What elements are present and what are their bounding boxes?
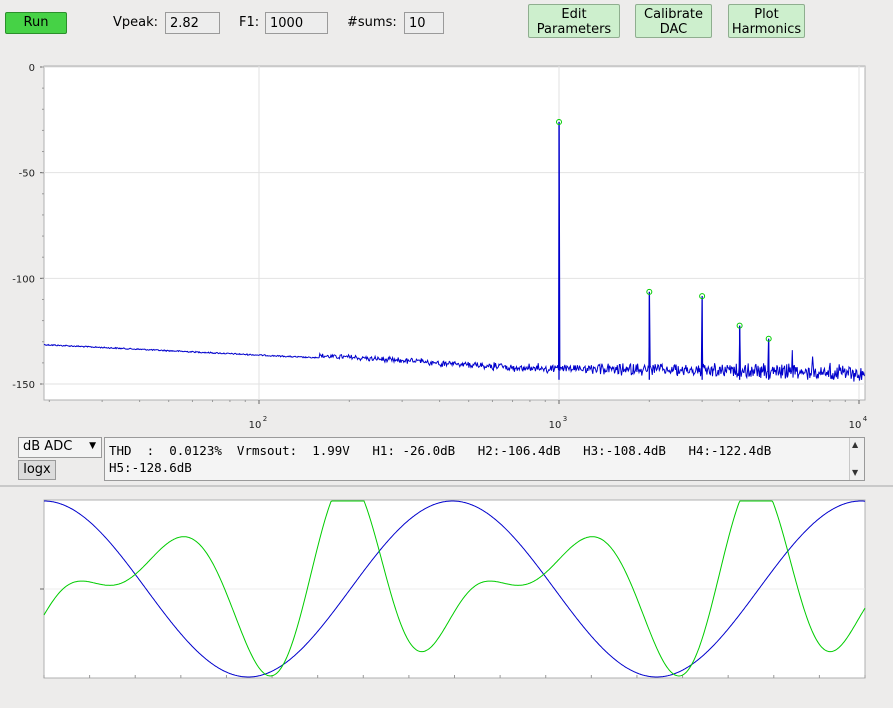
panel-splitter[interactable] [0,485,893,487]
f1-label: F1: [239,15,260,30]
harmonic-marker [736,322,743,329]
x-tick-exponent: 4 [863,415,868,423]
edit-parameters-label-2: Parameters [536,22,612,37]
calibrate-dac-label-2: DAC [659,22,688,37]
sums-input[interactable] [404,12,444,34]
spectrum-trace [43,121,865,382]
scroll-down-icon: ▼ [852,468,859,477]
plot-harmonics-label-1: Plot [754,7,779,22]
plot-harmonics-button[interactable]: Plot Harmonics [728,4,805,38]
results-line-2: H5:-128.6dB [109,460,192,475]
mode-dropdown[interactable]: dB ADC ▼ [18,437,102,458]
calibrate-dac-button[interactable]: Calibrate DAC [635,4,712,38]
waveform-trace-blue [44,500,866,678]
mode-dropdown-value: dB ADC [23,439,73,454]
scroll-up-icon: ▲ [852,440,859,449]
x-tick-exponent: 3 [563,415,567,423]
spectrum-plot-area [43,65,866,401]
x-tick-label: 10 [849,420,862,431]
f1-input[interactable] [265,12,328,34]
waveform-plot-area [43,499,866,679]
y-tick-label: 0 [29,63,35,74]
x-tick-label: 10 [549,420,562,431]
vpeak-input[interactable] [165,12,220,34]
results-scrollbar[interactable]: ▲ ▼ [849,438,864,480]
y-tick-label: -100 [12,274,35,285]
vpeak-label: Vpeak: [113,15,159,30]
harmonic-marker [646,288,653,295]
sums-label: #sums: [347,15,397,30]
results-line-1: THD : 0.0123% Vrmsout: 1.99V H1: -26.0dB… [109,443,772,458]
harmonic-marker [699,293,706,300]
run-button[interactable]: Run [5,12,67,34]
harmonic-marker [765,335,772,342]
waveform-trace-green [43,500,866,677]
x-tick-exponent: 2 [263,415,267,423]
logx-button[interactable]: logx [18,460,56,480]
plot-harmonics-label-2: Harmonics [731,22,802,37]
chevron-down-icon: ▼ [89,441,96,451]
y-tick-label: -150 [12,380,35,391]
y-tick-label: -50 [19,169,35,180]
harmonic-marker [556,118,562,125]
results-text: THD : 0.0123% Vrmsout: 1.99V H1: -26.0dB… [104,437,865,481]
edit-parameters-button[interactable]: Edit Parameters [528,4,620,38]
x-tick-label: 10 [249,420,262,431]
calibrate-dac-label-1: Calibrate [644,7,703,22]
edit-parameters-label-1: Edit [561,7,587,22]
